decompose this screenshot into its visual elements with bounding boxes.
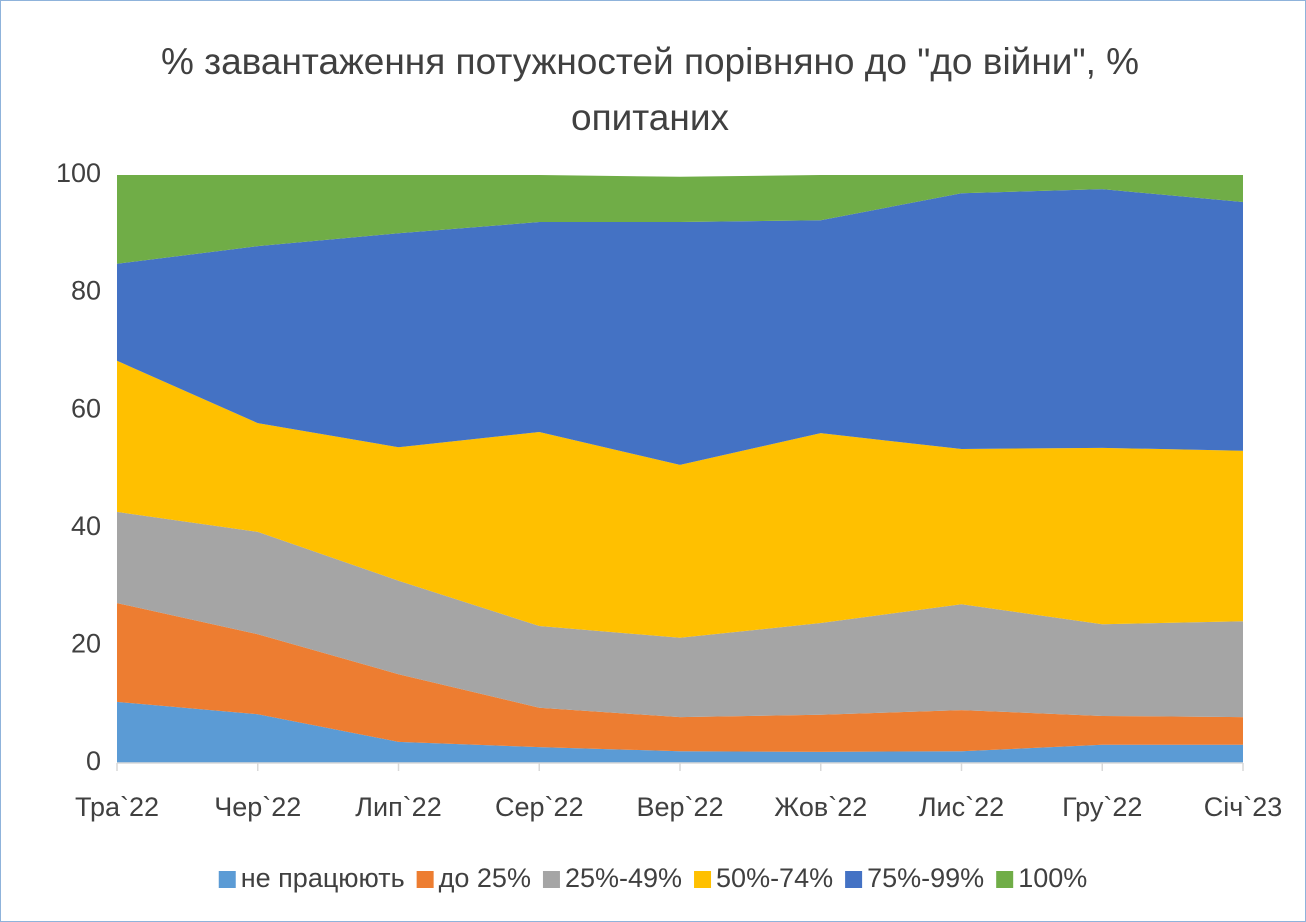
legend-swatch <box>996 871 1014 888</box>
y-tick-label: 40 <box>71 511 101 541</box>
y-tick-label: 20 <box>71 629 101 659</box>
x-tick-label: Лис`22 <box>919 792 1004 822</box>
chart-title: % завантаження потужностей порівняно до … <box>160 41 1140 138</box>
x-tick-label: Чер`22 <box>214 792 301 822</box>
area <box>117 360 1243 638</box>
y-tick-label: 0 <box>86 746 101 776</box>
legend-swatch <box>416 871 434 888</box>
area <box>117 175 1243 264</box>
area <box>117 511 1243 718</box>
legend-label: 100% <box>1018 863 1087 893</box>
x-tick-label: Тра`22 <box>75 792 159 822</box>
x-tick-label: Вер`22 <box>636 792 723 822</box>
legend-swatch <box>542 871 560 888</box>
x-tick-label: Жов`22 <box>774 792 867 822</box>
x-tick-label: Лип`22 <box>355 792 441 822</box>
y-tick-label: 80 <box>71 276 101 306</box>
legend-swatch <box>845 871 863 888</box>
legend-swatch <box>218 871 236 888</box>
legend-label: не працюють <box>241 863 405 893</box>
y-tick-label: 100 <box>56 158 101 188</box>
legend-label: до 25% <box>439 863 531 893</box>
legend-swatch <box>694 871 712 888</box>
x-tick-label: Сер`22 <box>495 792 584 822</box>
area <box>117 189 1243 465</box>
area <box>117 701 1243 763</box>
legend-label: 50%-74% <box>716 863 833 893</box>
area <box>117 603 1243 752</box>
legend-label: 25%-49% <box>565 863 682 893</box>
legend-label: 75%-99% <box>867 863 984 893</box>
y-tick-label: 60 <box>71 393 101 423</box>
x-tick-label: Січ`23 <box>1204 792 1283 822</box>
x-tick-label: Гру`22 <box>1062 792 1142 822</box>
